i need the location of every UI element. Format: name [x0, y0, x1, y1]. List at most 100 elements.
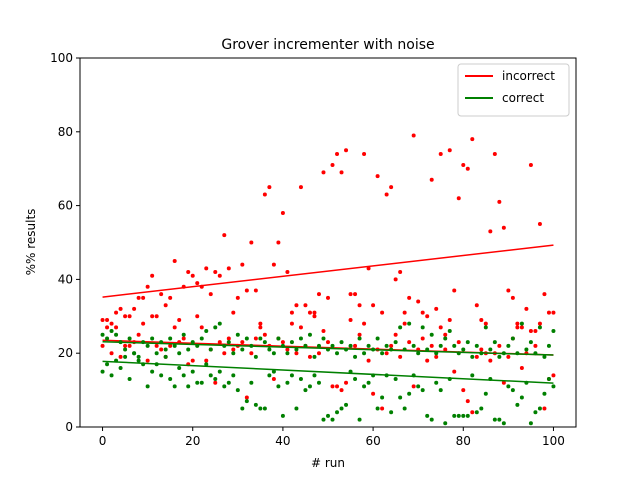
data-point [307, 354, 312, 359]
data-point [217, 273, 222, 278]
x-tick-label: 60 [365, 434, 380, 448]
data-point [235, 388, 240, 393]
data-point [443, 421, 448, 426]
data-point [542, 354, 547, 359]
data-point [136, 295, 141, 300]
data-point [551, 373, 556, 378]
data-point [163, 347, 168, 352]
data-point [402, 321, 407, 326]
data-point [425, 314, 430, 319]
data-point [461, 163, 466, 168]
data-point [258, 325, 263, 330]
data-point [411, 384, 416, 389]
data-point [429, 332, 434, 337]
data-point [312, 314, 317, 319]
data-point [384, 343, 389, 348]
data-point [271, 351, 276, 356]
data-point [190, 340, 195, 345]
data-point [172, 384, 177, 389]
data-point [429, 343, 434, 348]
trend-line [102, 244, 554, 298]
data-point [344, 380, 349, 385]
data-point [488, 347, 493, 352]
data-point [303, 343, 308, 348]
data-point [393, 340, 398, 345]
data-point [483, 325, 488, 330]
data-point [127, 343, 132, 348]
data-point [208, 347, 213, 352]
data-point [335, 410, 340, 415]
data-point [150, 369, 155, 374]
data-point [456, 413, 461, 418]
data-point [506, 384, 511, 389]
data-point [186, 384, 191, 389]
data-point [244, 336, 249, 341]
data-point [285, 270, 290, 275]
data-point [186, 270, 191, 275]
x-tick-label: 0 [99, 434, 107, 448]
data-point [280, 413, 285, 418]
data-point [470, 410, 475, 415]
data-point [402, 406, 407, 411]
data-point [235, 332, 240, 337]
data-point [425, 358, 430, 363]
data-point [380, 310, 385, 315]
data-point [105, 362, 110, 367]
data-point [231, 373, 236, 378]
data-point [276, 240, 281, 245]
data-point [510, 388, 515, 393]
data-point [276, 384, 281, 389]
data-point [465, 413, 470, 418]
data-point [298, 377, 303, 382]
data-point [330, 384, 335, 389]
data-point [145, 343, 150, 348]
data-point [393, 332, 398, 337]
data-point [271, 262, 276, 267]
data-point [132, 351, 137, 356]
data-point [501, 380, 506, 385]
data-point [267, 347, 272, 352]
data-point [244, 288, 249, 293]
x-tick-label: 20 [185, 434, 200, 448]
data-point [253, 402, 258, 407]
y-tick-label: 60 [58, 199, 73, 213]
legend: incorrect correct [457, 63, 570, 117]
data-point [479, 406, 484, 411]
data-point [213, 377, 218, 382]
data-point [353, 354, 358, 359]
data-point [100, 317, 105, 322]
data-point [262, 406, 267, 411]
data-point [109, 329, 114, 334]
data-point [289, 310, 294, 315]
data-point [407, 295, 412, 300]
data-point [168, 336, 173, 341]
data-point [497, 199, 502, 204]
data-point [375, 174, 380, 179]
data-point [407, 321, 412, 326]
data-point [506, 288, 511, 293]
data-point [524, 306, 529, 311]
data-point [348, 292, 353, 297]
data-point [357, 303, 362, 308]
data-point [114, 332, 119, 337]
data-point [407, 391, 412, 396]
data-point [519, 365, 524, 370]
data-point [366, 380, 371, 385]
data-point [366, 266, 371, 271]
data-point [488, 358, 493, 363]
data-point [100, 369, 105, 374]
data-point [204, 266, 209, 271]
data-point [366, 358, 371, 363]
data-point [470, 137, 475, 142]
chart-title: Grover incrementer with noise [221, 37, 434, 53]
data-point [159, 292, 164, 297]
plot-area [100, 133, 556, 426]
data-point [213, 325, 218, 330]
data-point [312, 373, 317, 378]
data-point [519, 321, 524, 326]
x-tick-label: 40 [275, 434, 290, 448]
data-point [515, 402, 520, 407]
data-point [537, 222, 542, 227]
data-point [326, 413, 330, 418]
data-point [145, 358, 150, 363]
